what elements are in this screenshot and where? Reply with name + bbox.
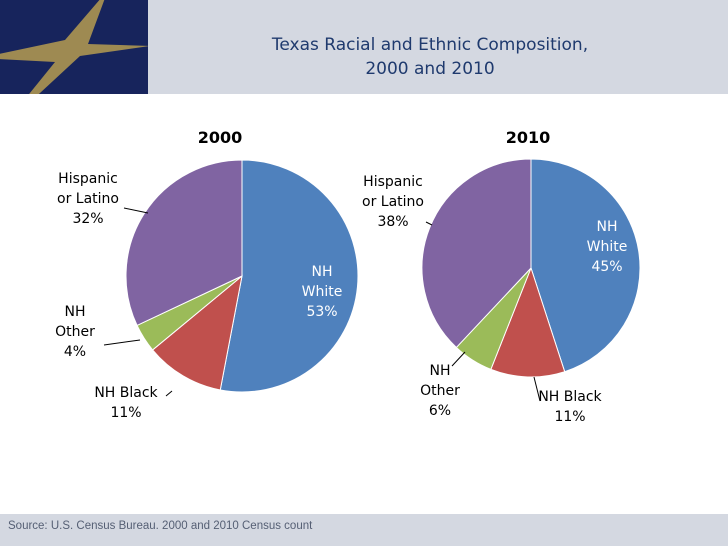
data-label: NH Other 4% xyxy=(55,304,95,360)
label-leader-line xyxy=(533,376,541,402)
label-leader-line xyxy=(425,221,433,226)
title-line-1: Texas Racial and Ethnic Composition, xyxy=(271,35,589,55)
data-label: NH Black 11% xyxy=(538,389,602,425)
label-leader-line xyxy=(103,339,141,346)
logo-panel xyxy=(0,0,148,94)
pie-slice-2000-nh-black-11 xyxy=(151,274,243,391)
pie-slice-2000-hispanic-or-latino-32 xyxy=(125,159,243,327)
pie-title-2010: 2010 xyxy=(506,128,551,147)
pie-chart-2000: 2000 NH White 53% NH Black 11% NH Other 4% Hispa… xyxy=(55,128,359,421)
data-label: NH Other 6% xyxy=(420,363,460,419)
pie-slice-2010-nh-black-11 xyxy=(490,266,566,378)
title-line-2: 2000 and 2010 xyxy=(365,59,495,79)
data-label: NH White 45% xyxy=(587,219,628,275)
data-label: NH Black 11% xyxy=(94,385,158,421)
star-icon xyxy=(0,0,148,94)
pie-slice-2000-nh-white-53 xyxy=(219,159,359,393)
pie-chart-2010: 2010 NH White 45% NH Black 11% NH Other 6% Hispa… xyxy=(362,128,641,425)
label-leader-line xyxy=(123,207,149,214)
data-label: Hispanic or Latino 32% xyxy=(57,171,119,227)
pie-title-2000: 2000 xyxy=(198,128,243,147)
label-leader-line xyxy=(451,351,466,367)
pie-slice-2010-nh-white-45 xyxy=(530,158,641,373)
footer-bar xyxy=(0,514,728,546)
source-note: Source: U.S. Census Bureau. 2000 and 201… xyxy=(8,520,313,532)
chart-title: Texas Racial and Ethnic Composition, 200… xyxy=(150,33,710,81)
pie-slice-2010-hispanic-or-latino-38 xyxy=(421,158,532,349)
label-leader-line xyxy=(165,390,173,397)
star-shape xyxy=(0,0,148,94)
data-label: Hispanic or Latino 38% xyxy=(362,174,424,230)
data-label: NH White 53% xyxy=(302,264,343,320)
